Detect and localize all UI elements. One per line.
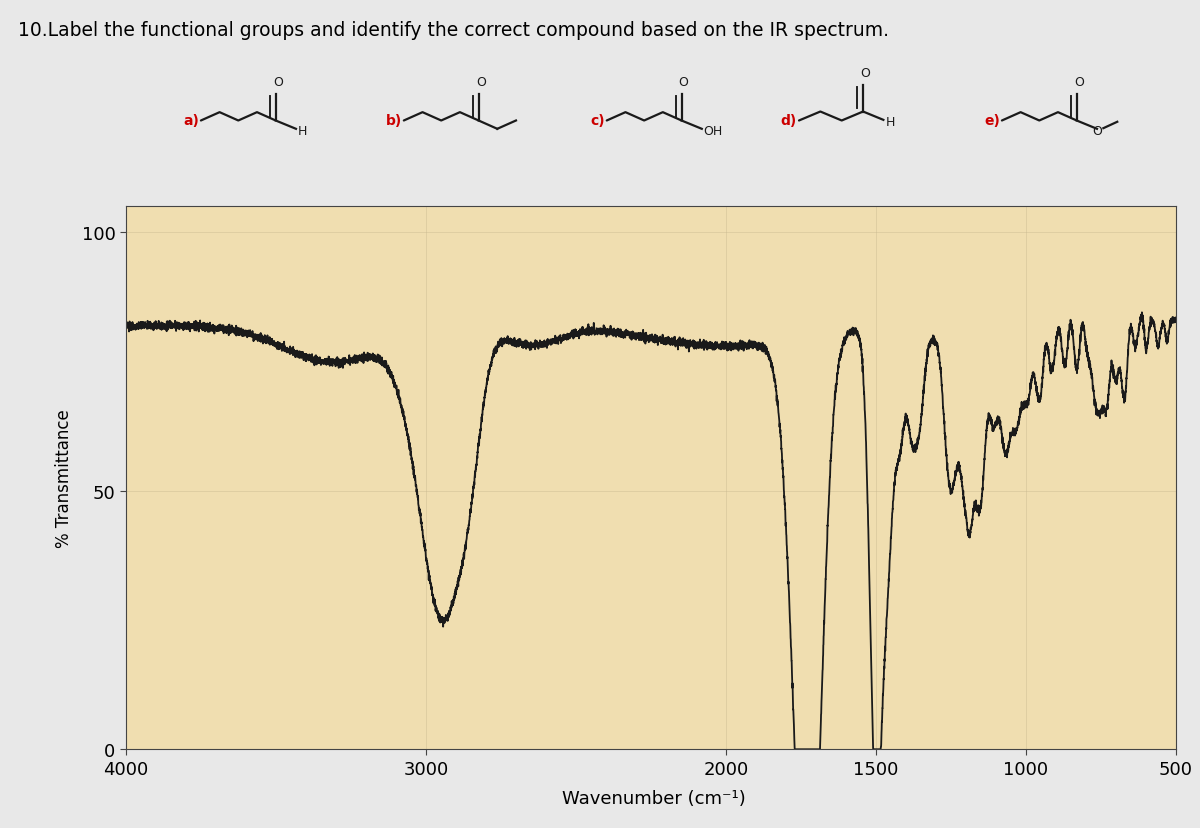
Text: c): c) [590, 114, 605, 128]
Text: e): e) [984, 114, 1000, 128]
Text: a): a) [182, 114, 199, 128]
Text: O: O [475, 75, 486, 89]
Text: d): d) [781, 114, 797, 128]
Text: 10.Label the functional groups and identify the correct compound based on the IR: 10.Label the functional groups and ident… [18, 21, 889, 40]
Text: Wavenumber (cm⁻¹): Wavenumber (cm⁻¹) [562, 789, 746, 807]
Text: H: H [886, 116, 895, 129]
Text: O: O [860, 67, 870, 79]
Text: O: O [272, 75, 283, 89]
Y-axis label: % Transmittance: % Transmittance [55, 409, 73, 547]
Text: O: O [1074, 75, 1084, 89]
Text: H: H [298, 125, 307, 138]
Text: O: O [679, 75, 689, 89]
Text: b): b) [385, 114, 402, 128]
Text: O: O [1092, 125, 1102, 138]
Text: OH: OH [703, 125, 722, 138]
